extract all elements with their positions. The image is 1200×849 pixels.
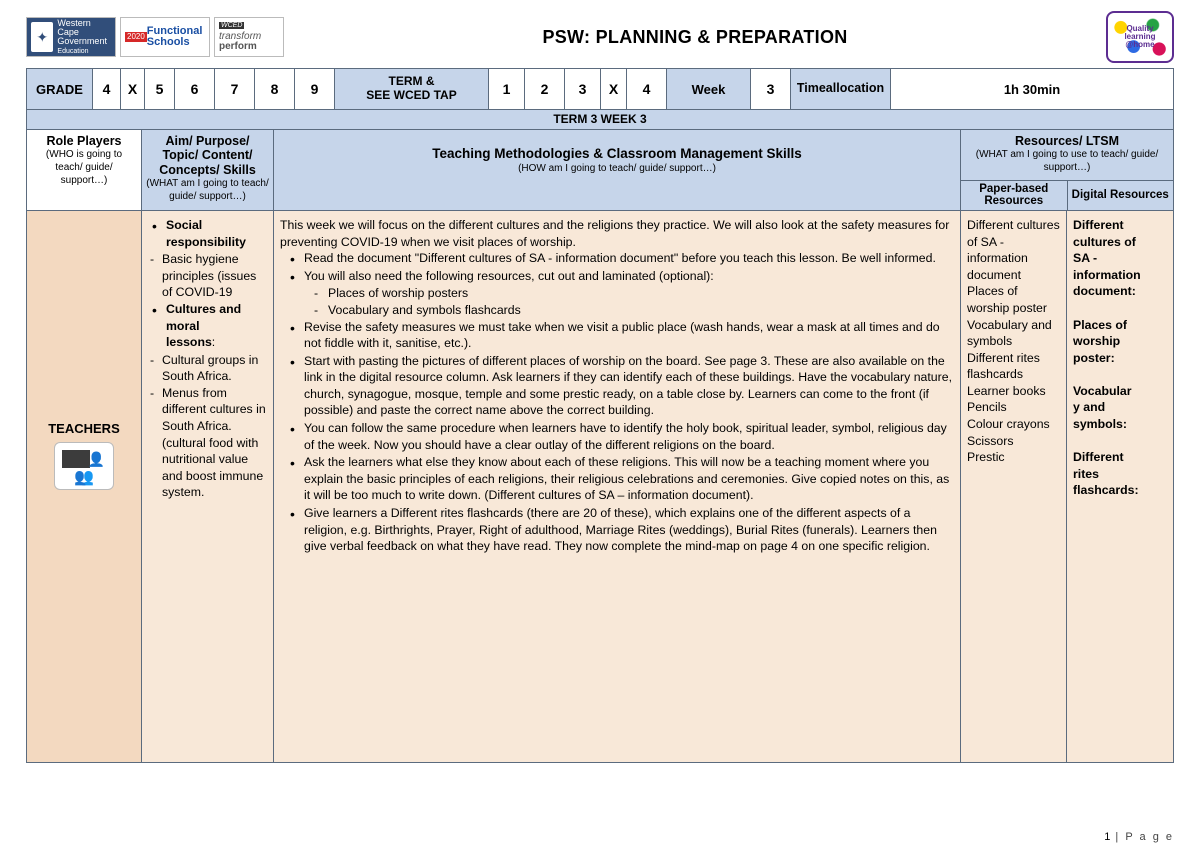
cell-methodologies: This week we will focus on the different…: [274, 211, 961, 762]
time-value: 1h 30 min: [891, 69, 1173, 109]
western-cape-logo: ✦ Western Cape Government Education: [26, 17, 116, 57]
aim-dash-2: Cultural groups in South Africa.: [148, 352, 267, 385]
meth-2: You will also need the following resourc…: [280, 268, 954, 285]
meth-5: You can follow the same procedure when l…: [280, 420, 954, 453]
grade-8: 8: [255, 69, 295, 109]
functional-schools-logo: 2020 Functional Schools: [120, 17, 210, 57]
time-label: Time allocation: [791, 69, 891, 109]
aim-bullet-2: Cultures and moral lessons:: [148, 301, 267, 351]
grade-7: 7: [215, 69, 255, 109]
aim-bullet-1: Social responsibility: [148, 217, 267, 250]
aim-dash-3: Menus from different cultures in South A…: [148, 385, 267, 501]
logo-group: ✦ Western Cape Government Education 2020…: [26, 17, 284, 57]
colhdr-role: Role Players (WHO is going to teach/ gui…: [27, 130, 142, 210]
meth-1: Read the document "Different cultures of…: [280, 250, 954, 267]
grade-6: 6: [175, 69, 215, 109]
body-row: TEACHERS 👤 Social responsibility Basic h…: [26, 211, 1174, 763]
colhdr-methodologies: Teaching Methodologies & Classroom Manag…: [274, 130, 961, 210]
colhdr-digital: Digital Resources: [1068, 181, 1174, 210]
wc-line1: Western Cape: [57, 18, 90, 37]
quality-learning-logo: Quality learning @home: [1106, 11, 1174, 63]
cell-aim: Social responsibility Basic hygiene prin…: [142, 211, 274, 762]
grade-4-mark: X: [121, 69, 145, 109]
crest-icon: ✦: [31, 22, 53, 52]
meth-6: Ask the learners what else they know abo…: [280, 454, 954, 504]
page-header: ✦ Western Cape Government Education 2020…: [26, 12, 1174, 62]
term-3-mark: X: [601, 69, 627, 109]
grade-4: 4: [93, 69, 121, 109]
colhdr-resources: Resources/ LTSM (WHAT am I going to use …: [961, 130, 1173, 210]
meth-7: Give learners a Different rites flashcar…: [280, 505, 954, 555]
meth-2a: Places of worship posters: [314, 285, 954, 302]
tp-line2: perform: [219, 41, 257, 52]
tp-wced: WCED: [219, 22, 244, 29]
colhdr-paper: Paper-based Resources: [961, 181, 1068, 210]
grade-5: 5: [145, 69, 175, 109]
transform-perform-logo: WCED transform perform: [214, 17, 284, 57]
term-1: 1: [489, 69, 525, 109]
wc-sub: Education: [57, 48, 88, 55]
teacher-icon: 👤: [54, 442, 114, 490]
week-label: Week: [667, 69, 751, 109]
colhdr-aim: Aim/ Purpose/ Topic/ Content/ Concepts/ …: [142, 130, 274, 210]
fs-year: 2020: [125, 32, 147, 42]
cell-digital-resources: Different cultures of SA - information d…: [1067, 211, 1173, 762]
selector-strip: GRADE 4 X 5 6 7 8 9 TERM & SEE WCED TAP …: [26, 68, 1174, 110]
meth-3: Revise the safety measures we must take …: [280, 319, 954, 352]
week-value: 3: [751, 69, 791, 109]
cell-paper-resources: Different cultures of SA - information d…: [961, 211, 1067, 762]
aim-dash-1: Basic hygiene principles (issues of COVI…: [148, 251, 267, 301]
role-teachers: TEACHERS: [27, 421, 141, 436]
grade-label: GRADE: [27, 69, 93, 109]
meth-2b: Vocabulary and symbols flashcards: [314, 302, 954, 319]
page-title: PSW: PLANNING & PREPARATION: [290, 27, 1100, 48]
fs-line2: Schools: [147, 36, 190, 48]
column-headers: Role Players (WHO is going to teach/ gui…: [26, 130, 1174, 211]
meth-4: Start with pasting the pictures of diffe…: [280, 353, 954, 419]
term-2: 2: [525, 69, 565, 109]
grade-9: 9: [295, 69, 335, 109]
term-week-strip: TERM 3 WEEK 3: [26, 110, 1174, 130]
page-footer: 1 | P a g e: [1104, 831, 1174, 843]
term-4: 4: [627, 69, 667, 109]
meth-intro: This week we will focus on the different…: [280, 217, 954, 250]
cell-role: TEACHERS 👤: [27, 211, 142, 762]
wc-line2: Government: [57, 36, 107, 46]
term-label: TERM & SEE WCED TAP: [335, 69, 489, 109]
term-3: 3: [565, 69, 601, 109]
